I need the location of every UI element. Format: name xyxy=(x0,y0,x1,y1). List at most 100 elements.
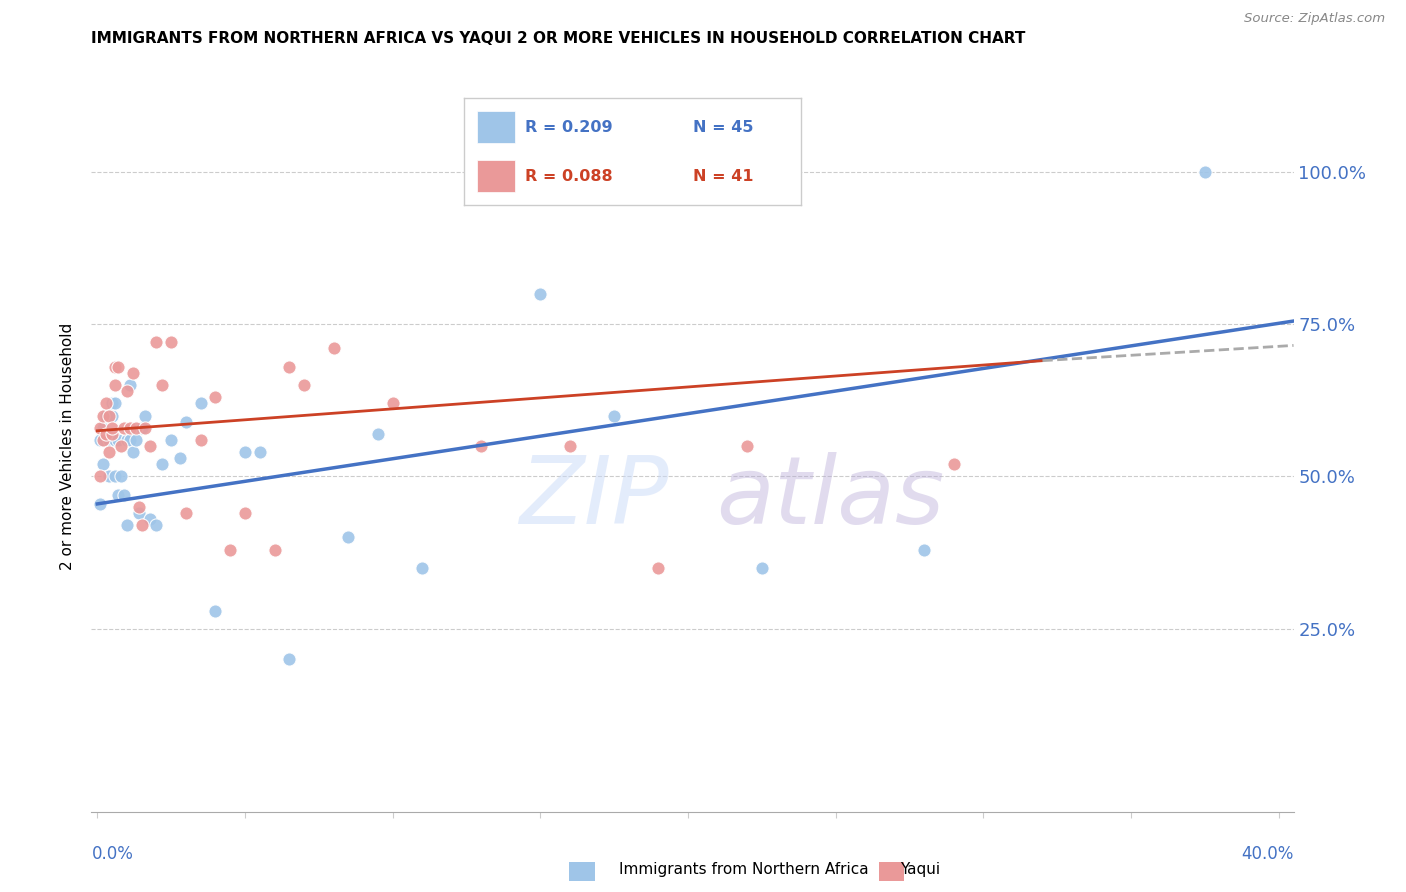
Text: Source: ZipAtlas.com: Source: ZipAtlas.com xyxy=(1244,12,1385,25)
Point xyxy=(912,542,935,557)
Point xyxy=(91,421,114,435)
Point xyxy=(107,359,129,374)
Point xyxy=(112,421,135,435)
Text: N = 41: N = 41 xyxy=(693,169,754,184)
Point xyxy=(107,433,129,447)
Point xyxy=(322,342,344,356)
Point xyxy=(104,469,127,483)
Point xyxy=(190,396,212,410)
Point xyxy=(751,561,773,575)
Point xyxy=(110,469,132,483)
Point xyxy=(91,457,114,471)
Point xyxy=(96,396,118,410)
Text: N = 45: N = 45 xyxy=(693,120,754,135)
Point xyxy=(115,384,138,398)
Point xyxy=(104,396,127,410)
Point xyxy=(125,433,148,447)
FancyBboxPatch shape xyxy=(478,161,515,193)
Point xyxy=(647,561,669,575)
Text: ZIP: ZIP xyxy=(519,451,668,542)
Point xyxy=(110,439,132,453)
Point xyxy=(98,469,121,483)
Point xyxy=(381,396,404,410)
Text: IMMIGRANTS FROM NORTHERN AFRICA VS YAQUI 2 OR MORE VEHICLES IN HOUSEHOLD CORRELA: IMMIGRANTS FROM NORTHERN AFRICA VS YAQUI… xyxy=(91,31,1026,46)
Point xyxy=(174,506,197,520)
Point xyxy=(101,421,124,435)
Point xyxy=(150,378,173,392)
FancyBboxPatch shape xyxy=(478,111,515,143)
Point xyxy=(735,439,758,453)
Point xyxy=(96,426,118,441)
Point xyxy=(337,530,360,544)
Point xyxy=(101,396,124,410)
Point xyxy=(367,426,389,441)
Point xyxy=(96,426,118,441)
Text: R = 0.088: R = 0.088 xyxy=(524,169,613,184)
Point xyxy=(190,433,212,447)
Point xyxy=(104,433,127,447)
Point xyxy=(101,409,124,423)
Point xyxy=(89,421,111,435)
Point xyxy=(134,421,156,435)
Point xyxy=(278,652,301,666)
Point xyxy=(278,359,301,374)
Point xyxy=(107,488,129,502)
Point xyxy=(249,445,271,459)
Y-axis label: 2 or more Vehicles in Household: 2 or more Vehicles in Household xyxy=(60,322,76,570)
Point xyxy=(96,409,118,423)
Point xyxy=(233,506,256,520)
Point xyxy=(470,439,492,453)
Text: 40.0%: 40.0% xyxy=(1241,846,1294,863)
Point xyxy=(115,433,138,447)
Text: R = 0.209: R = 0.209 xyxy=(524,120,613,135)
Point xyxy=(145,518,167,533)
Point xyxy=(219,542,242,557)
Point xyxy=(104,378,127,392)
Point xyxy=(160,335,183,350)
Point xyxy=(98,433,121,447)
Point xyxy=(529,286,551,301)
Point xyxy=(160,433,183,447)
Point xyxy=(101,426,124,441)
Point xyxy=(118,433,141,447)
Point xyxy=(115,518,138,533)
Point xyxy=(174,415,197,429)
Point xyxy=(128,500,150,514)
Point xyxy=(89,497,111,511)
Point xyxy=(139,439,162,453)
Point xyxy=(91,433,114,447)
Text: Immigrants from Northern Africa: Immigrants from Northern Africa xyxy=(619,863,869,877)
Point xyxy=(128,506,150,520)
Point xyxy=(118,421,141,435)
Point xyxy=(121,366,143,380)
Point xyxy=(134,409,156,423)
Text: 0.0%: 0.0% xyxy=(91,846,134,863)
Point xyxy=(1194,164,1216,178)
Point xyxy=(204,603,226,617)
Point xyxy=(292,378,315,392)
Point xyxy=(104,359,127,374)
Text: atlas: atlas xyxy=(717,451,945,542)
Point xyxy=(131,421,153,435)
Point xyxy=(89,469,111,483)
Point xyxy=(118,378,141,392)
Point xyxy=(169,451,191,466)
Point xyxy=(558,439,581,453)
Text: Yaqui: Yaqui xyxy=(900,863,941,877)
Point xyxy=(98,445,121,459)
Point xyxy=(411,561,433,575)
Point xyxy=(204,390,226,404)
Point xyxy=(125,421,148,435)
Point xyxy=(89,433,111,447)
Point xyxy=(121,445,143,459)
Point xyxy=(112,488,135,502)
Point xyxy=(603,409,626,423)
Point xyxy=(131,518,153,533)
Point xyxy=(139,512,162,526)
Point xyxy=(98,409,121,423)
Point xyxy=(263,542,285,557)
Point xyxy=(145,335,167,350)
Point xyxy=(233,445,256,459)
Point xyxy=(91,409,114,423)
Point xyxy=(942,457,965,471)
